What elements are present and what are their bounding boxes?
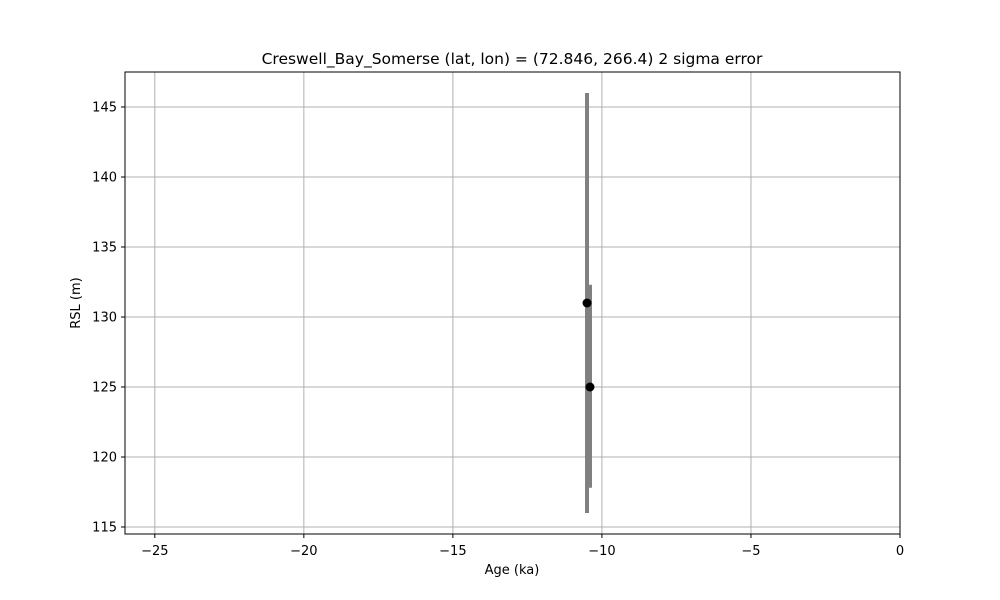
data-point xyxy=(585,382,595,392)
x-tick-label: −20 xyxy=(290,544,317,559)
x-tick-label: −5 xyxy=(741,544,760,559)
x-tick-label: −25 xyxy=(141,544,168,559)
y-axis-ticks: 115 120 125 130 135 140 145 xyxy=(92,101,125,536)
data-point xyxy=(582,298,592,308)
y-axis-label: RSL (m) xyxy=(69,277,84,328)
y-tick-label: 130 xyxy=(92,311,117,326)
x-tick-label: 0 xyxy=(896,544,904,559)
y-tick-label: 145 xyxy=(92,101,117,116)
x-tick-label: −15 xyxy=(439,544,466,559)
x-axis-label: Age (ka) xyxy=(485,563,540,578)
y-tick-label: 125 xyxy=(92,381,117,396)
grid xyxy=(125,72,901,534)
chart-title: Creswell_Bay_Somerse (lat, lon) = (72.84… xyxy=(262,50,763,69)
y-tick-label: 120 xyxy=(92,451,117,466)
x-tick-label: −10 xyxy=(588,544,615,559)
y-tick-label: 115 xyxy=(92,521,117,536)
data-points xyxy=(582,298,595,392)
plot-frame xyxy=(124,71,901,535)
y-tick-label: 140 xyxy=(92,171,117,186)
y-tick-label: 135 xyxy=(92,241,117,256)
x-axis-ticks: −25 −20 −15 −10 −5 0 xyxy=(141,534,904,559)
